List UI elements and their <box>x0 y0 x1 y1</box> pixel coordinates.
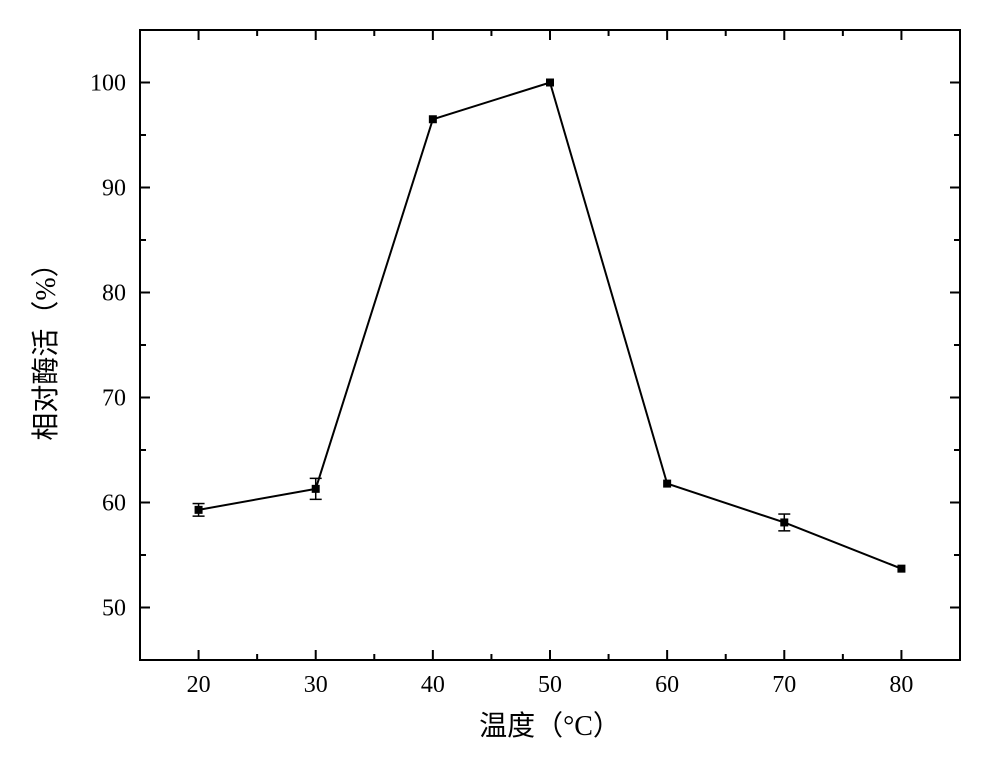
x-tick-label: 30 <box>304 672 328 698</box>
data-marker <box>312 485 320 493</box>
x-tick-label: 20 <box>187 672 211 698</box>
data-marker <box>897 565 905 573</box>
y-tick-label: 100 <box>90 71 126 97</box>
marker-group <box>195 79 906 573</box>
chart-svg: 20 30 40 50 60 70 80 50 60 70 80 90 100 温度（°C） 相对酶活… <box>0 0 1000 774</box>
data-marker <box>195 506 203 514</box>
y-axis-title: 相对酶活（%） <box>30 249 62 440</box>
data-marker <box>429 115 437 123</box>
x-tick-label: 40 <box>421 672 445 698</box>
x-tick-label: 50 <box>538 672 562 698</box>
data-line <box>199 83 902 569</box>
data-marker <box>663 480 671 488</box>
enzyme-activity-chart: 20 30 40 50 60 70 80 50 60 70 80 90 100 温度（°C） 相对酶活… <box>0 0 1000 774</box>
y-tick-label: 50 <box>102 596 126 622</box>
y-tick-label: 80 <box>102 281 126 307</box>
y-tick-label: 60 <box>102 491 126 517</box>
x-tick-label: 70 <box>772 672 796 698</box>
x-axis-title: 温度（°C） <box>479 710 621 742</box>
x-tick-group: 20 30 40 50 60 70 80 <box>187 30 914 698</box>
x-tick-label: 80 <box>889 672 913 698</box>
y-tick-label: 90 <box>102 176 126 202</box>
data-marker <box>780 518 788 526</box>
data-marker <box>546 79 554 87</box>
error-bar-group <box>193 478 791 530</box>
y-tick-label: 70 <box>102 386 126 412</box>
y-tick-group: 50 60 70 80 90 100 <box>90 71 960 622</box>
x-tick-label: 60 <box>655 672 679 698</box>
axes-frame <box>140 30 960 660</box>
